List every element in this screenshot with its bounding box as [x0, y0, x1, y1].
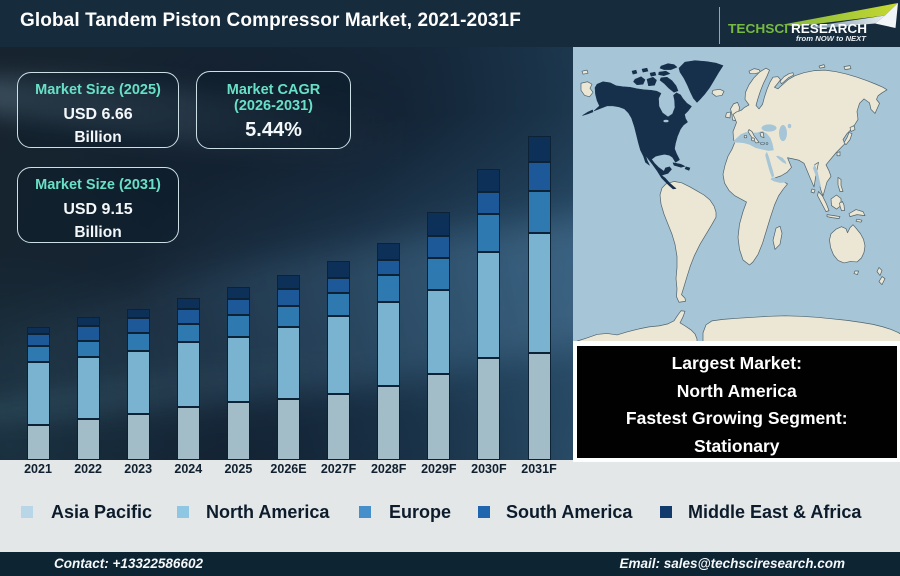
svg-text:from NOW to NEXT: from NOW to NEXT: [796, 34, 867, 43]
svg-text:TECHSCI: TECHSCI: [728, 21, 788, 36]
svg-text:RESEARCH: RESEARCH: [791, 21, 867, 36]
